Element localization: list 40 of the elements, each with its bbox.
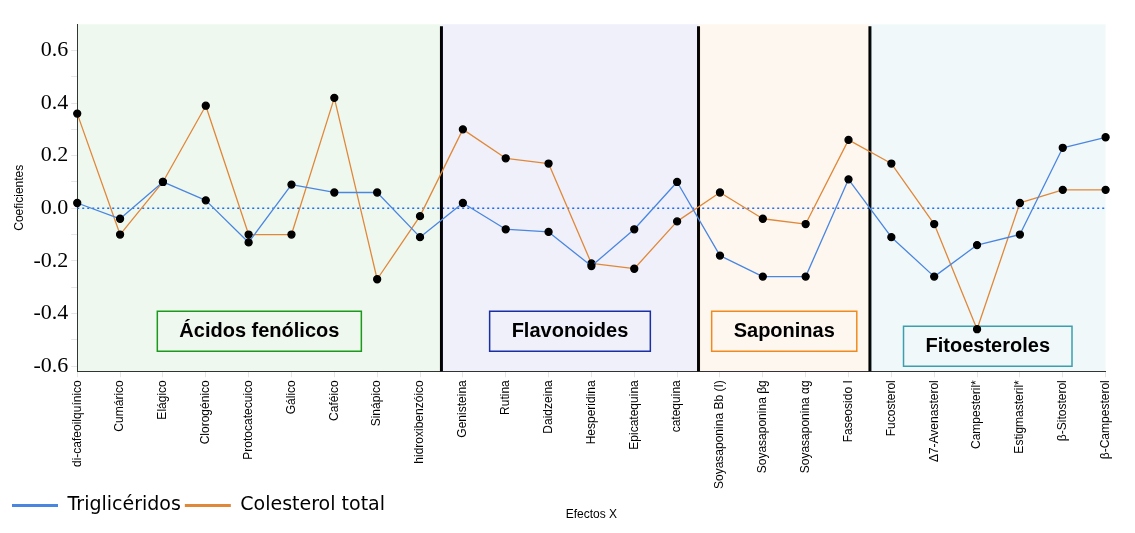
legend-label: Colesterol total bbox=[240, 492, 386, 515]
legend-label: Triglicéridos bbox=[66, 492, 181, 515]
y-tick-label: 0.4 bbox=[40, 88, 69, 114]
x-tick-label: Clorogénico bbox=[198, 379, 213, 445]
y-tick-label: -0.4 bbox=[33, 299, 69, 325]
y-tick-label: -0.6 bbox=[33, 351, 69, 377]
band-label: Ácidos fenólicos bbox=[179, 318, 340, 341]
y-tick-label: 0.0 bbox=[40, 194, 69, 220]
x-tick-label: β-Sitosterol bbox=[1055, 380, 1070, 442]
x-tick-label: Fucosterol bbox=[883, 380, 898, 437]
x-tick-label: Δ7-Avenasterol bbox=[926, 380, 941, 463]
y-tick-label: -0.2 bbox=[33, 246, 69, 272]
x-tick-label: di-cafeoilquínico bbox=[69, 379, 84, 467]
x-tick-label: catequina bbox=[669, 379, 684, 433]
x-tick-label: Gálico bbox=[283, 379, 298, 415]
y-axis-title: Coeficientes bbox=[11, 164, 26, 231]
x-tick-label: Hesperidina bbox=[583, 379, 598, 445]
x-tick-label: Sinápico bbox=[369, 379, 384, 427]
band-label: Saponinas bbox=[733, 318, 835, 341]
x-tick-label: Soyasaponina βg bbox=[755, 380, 770, 474]
x-tick-label: Soyasaponina Bb (I) bbox=[712, 380, 727, 489]
x-tick-label: Epicatequina bbox=[626, 379, 641, 450]
x-tick-label: Estigmasteril* bbox=[1012, 379, 1027, 454]
x-tick-label: Caféico bbox=[326, 379, 341, 421]
x-axis-title: Efectos X bbox=[565, 507, 618, 522]
x-tick-label: Protocatecuico bbox=[240, 379, 255, 460]
x-tick-label: Elágico bbox=[155, 379, 170, 420]
x-tick-label: Daidzeina bbox=[540, 379, 555, 434]
x-tick-label: β-Campesterol bbox=[1097, 380, 1112, 460]
x-tick-label: Rutina bbox=[498, 379, 513, 415]
x-tick-label: Campesteril* bbox=[969, 379, 984, 449]
x-tick-label: Genisteina bbox=[455, 379, 470, 438]
x-tick-label: Faseosido I bbox=[840, 380, 855, 443]
y-tick-label: 0.2 bbox=[40, 141, 69, 167]
band-label: Fitoesteroles bbox=[925, 333, 1051, 356]
band-label: Flavonoides bbox=[511, 318, 629, 341]
x-tick-label: Cumárico bbox=[112, 379, 127, 432]
x-tick-label: hidroxibenzóico bbox=[412, 379, 427, 464]
y-tick-label: 0.6 bbox=[40, 36, 69, 62]
x-tick-label: Soyasaponina αg bbox=[797, 380, 812, 474]
